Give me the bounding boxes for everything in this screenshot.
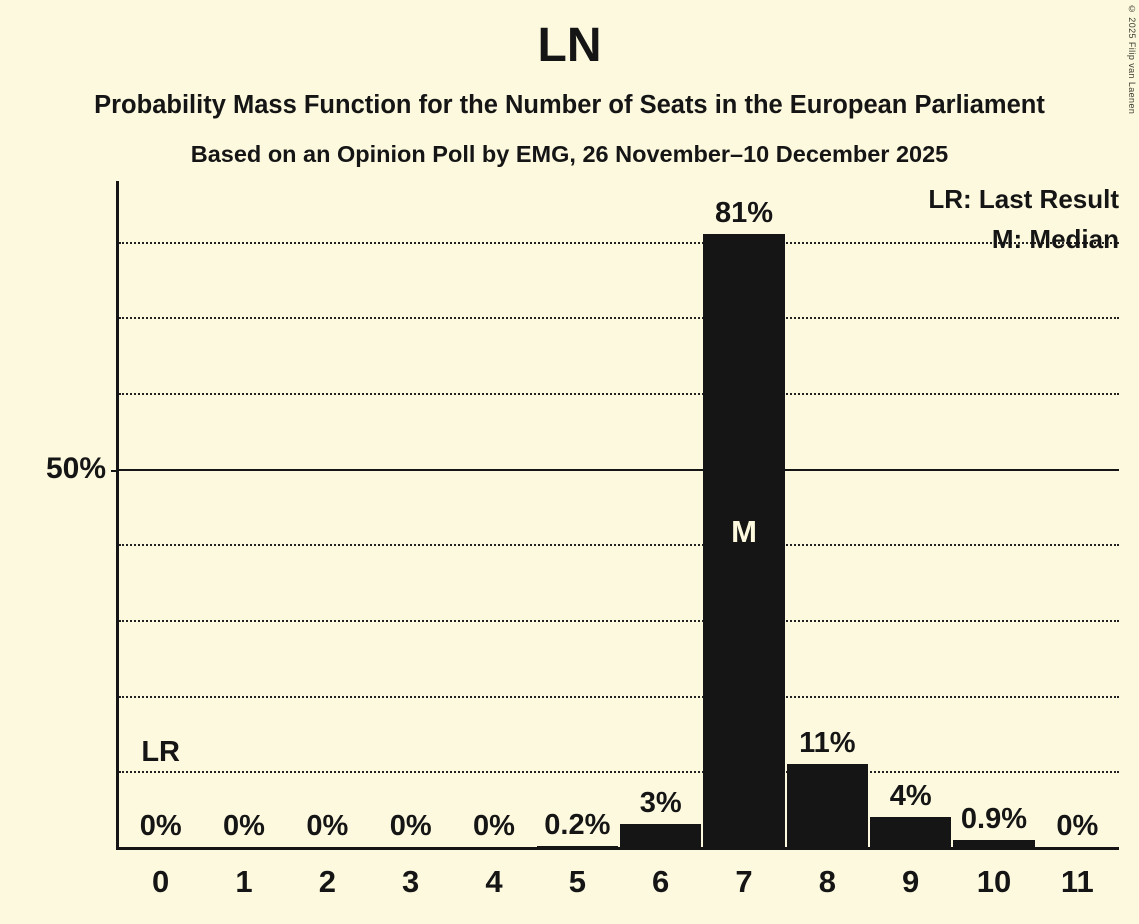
x-axis-tick-label: 0 (152, 864, 170, 899)
y-tick-mark (111, 545, 119, 547)
gridline-major-50 (111, 468, 1119, 472)
gridline-80 (119, 241, 1119, 244)
gridline-60 (119, 392, 1119, 395)
y-tick-mark (111, 243, 119, 245)
bar-cell[interactable]: 0% (1036, 181, 1119, 847)
bar-cell[interactable]: 0.9% (952, 181, 1035, 847)
x-axis-tick-label: 3 (402, 864, 420, 899)
y-tick-mark (111, 394, 119, 396)
y-axis-line (116, 181, 119, 848)
bar-cell[interactable]: 0% LR (119, 181, 202, 847)
y-tick-mark (111, 697, 119, 699)
plot-area: 0% LR 0% 0% 0% 0% 0.2% 3% 81% M 11% 4% 0.9% 0% (111, 181, 1119, 850)
x-axis-tick-label: 1 (235, 864, 253, 899)
bar-cell[interactable]: 4% (869, 181, 952, 847)
x-axis-tick-label: 7 (735, 864, 753, 899)
bar-cell[interactable]: 81% M (702, 181, 785, 847)
bar[interactable] (536, 845, 618, 847)
bar-value-label: 81% (714, 196, 774, 229)
x-axis-tick-label: 2 (318, 864, 336, 899)
y-tick-mark (111, 469, 119, 472)
x-axis-tick-label: 8 (818, 864, 836, 899)
chart-source-line: Based on an Opinion Poll by EMG, 26 Nove… (190, 140, 949, 167)
y-tick-mark (111, 318, 119, 320)
bar-value-label: 0.9% (960, 803, 1028, 836)
copyright-notice: © 2025 Filip van Laenen (1127, 4, 1137, 115)
bar-value-label: 0% (223, 810, 265, 842)
x-axis-tick-label: 5 (568, 864, 586, 899)
bar-value-label: 3% (639, 787, 682, 820)
bar[interactable] (703, 233, 785, 847)
gridline-70 (119, 317, 1119, 320)
y-tick-mark (111, 621, 119, 623)
gridline-10 (119, 771, 1119, 774)
gridline-20 (119, 695, 1119, 698)
bar-cell[interactable]: 0% (452, 181, 535, 847)
x-axis-tick-label: 10 (976, 864, 1012, 899)
legend-median: M: Median (991, 224, 1119, 254)
x-axis-tick-label: 11 (1060, 864, 1094, 899)
y-axis-tick-label: 50% (45, 451, 106, 485)
bar[interactable] (953, 840, 1035, 847)
page-title: LN (537, 19, 602, 72)
bar[interactable] (620, 824, 702, 847)
x-axis-labels: 0 1 2 3 4 5 6 7 8 9 10 11 (119, 866, 1119, 916)
bar-cell[interactable]: 0.2% (536, 181, 619, 847)
bar-cell[interactable]: 0% (286, 181, 369, 847)
bar-value-label: 0% (1056, 810, 1099, 842)
median-marker: M (731, 513, 757, 549)
bar-value-label: 0% (306, 810, 349, 842)
bar-value-label: 0% (473, 810, 515, 842)
bar-cell[interactable]: 11% (786, 181, 869, 847)
x-axis-line (116, 847, 1119, 850)
bar-series: 0% LR 0% 0% 0% 0% 0.2% 3% 81% M 11% 4% 0.9% 0% (119, 181, 1119, 847)
bar-value-label: 4% (889, 779, 932, 812)
bar-value-label: 0% (139, 810, 182, 842)
bar[interactable] (786, 763, 868, 847)
chart-subtitle: Probability Mass Function for the Number… (94, 91, 1045, 119)
bar-value-label: 0.2% (544, 808, 611, 841)
y-tick-mark (111, 772, 119, 774)
x-axis-tick-label: 6 (652, 864, 670, 899)
chart-legend: LR: Last Result M: Median (928, 186, 1119, 252)
bar-cell[interactable]: 3% (619, 181, 702, 847)
title-block: LN Probability Mass Function for the Num… (0, 0, 1139, 166)
gridline-30 (119, 619, 1119, 622)
bar-cell[interactable]: 0% (202, 181, 285, 847)
bar-value-label: 0% (389, 810, 432, 842)
x-axis-tick-label: 4 (485, 864, 503, 899)
bar-value-label: 11% (799, 726, 856, 759)
bar[interactable] (870, 816, 952, 847)
x-axis-tick-label: 9 (902, 864, 920, 899)
gridline-40 (119, 544, 1119, 547)
legend-last-result: LR: Last Result (928, 184, 1119, 214)
last-result-marker: LR (141, 736, 180, 769)
bar-cell[interactable]: 0% (369, 181, 452, 847)
